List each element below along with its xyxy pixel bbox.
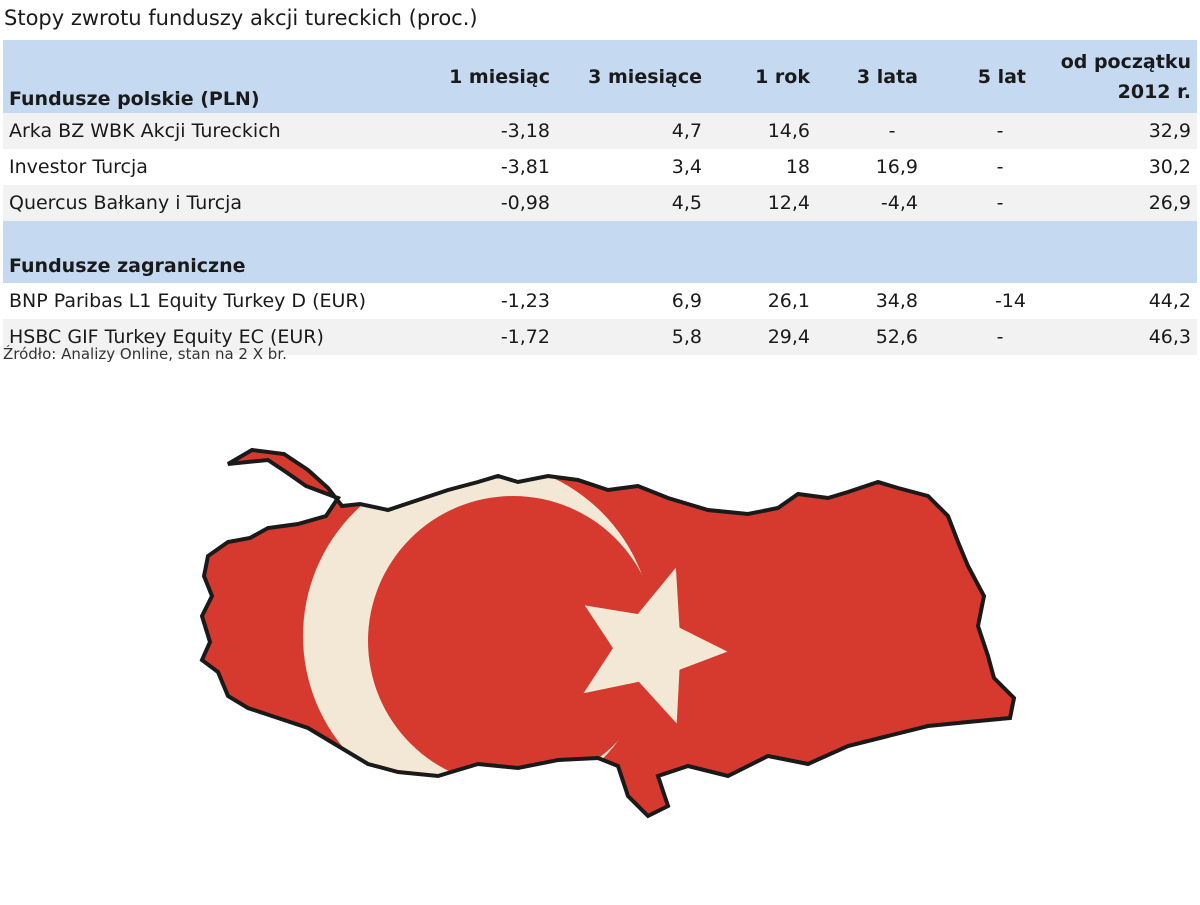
return-value: -14 <box>994 290 1026 312</box>
col-3-years: 3 lata <box>856 65 918 88</box>
return-value: 29,4 <box>767 326 810 348</box>
return-value: 26,1 <box>767 290 810 312</box>
section-polish-header: Fundusze polskie (PLN) <box>9 88 260 110</box>
col-1-month: 1 miesiąc <box>449 65 550 88</box>
section-foreign-row: Fundusze zagraniczne <box>3 221 1197 283</box>
return-value: 4,7 <box>671 120 702 142</box>
return-value: 12,4 <box>767 192 810 214</box>
table-row: HSBC GIF Turkey Equity EC (EUR) -1,72 5,8 2… <box>3 319 1197 355</box>
return-value: 46,3 <box>1148 326 1191 348</box>
return-value: - <box>996 156 1004 178</box>
return-value: -1,72 <box>500 326 550 348</box>
fund-name: Arka BZ WBK Akcji Tureckich <box>9 120 281 142</box>
crescent-cutout <box>368 496 658 786</box>
table-header: Fundusze polskie (PLN) 1 miesiąc 3 miesi… <box>3 40 1197 113</box>
col-ytd-line2: 2012 r. <box>1117 80 1191 103</box>
col-1-year: 1 rok <box>755 65 810 88</box>
return-value: 30,2 <box>1148 156 1191 178</box>
returns-table: Fundusze polskie (PLN) 1 miesiąc 3 miesi… <box>3 40 1197 355</box>
return-value: 18 <box>785 156 810 178</box>
fund-name: Investor Turcja <box>9 156 148 178</box>
return-value: 32,9 <box>1148 120 1191 142</box>
table-title: Stopy zwrotu funduszy akcji tureckich (p… <box>4 6 478 30</box>
source-note: Źródło: Analizy Online, stan na 2 X br. <box>3 345 287 363</box>
return-value: 5,8 <box>671 326 702 348</box>
return-value: - <box>888 120 896 142</box>
col-ytd: od początku 2012 r. <box>1032 40 1197 113</box>
turkey-flag-map <box>188 446 1020 826</box>
turkey-flag-map-icon <box>200 448 1016 818</box>
return-value: 44,2 <box>1148 290 1191 312</box>
star-icon <box>583 567 728 724</box>
table-row: BNP Paribas L1 Equity Turkey D (EUR) -1,2… <box>3 283 1197 319</box>
return-value: - <box>996 192 1004 214</box>
table-row: Quercus Bałkany i Turcja -0,98 4,5 12,4 -4,4… <box>3 185 1197 221</box>
fund-name: Quercus Bałkany i Turcja <box>9 192 243 214</box>
return-value: 16,9 <box>875 156 918 178</box>
return-value: -3,18 <box>500 120 550 142</box>
return-value: 4,5 <box>671 192 702 214</box>
fund-name: BNP Paribas L1 Equity Turkey D (EUR) <box>9 290 367 312</box>
return-value: -4,4 <box>880 192 918 214</box>
section-foreign-header: Fundusze zagraniczne <box>9 255 246 277</box>
return-value: -0,98 <box>500 192 550 214</box>
return-value: - <box>996 326 1004 348</box>
return-value: 3,4 <box>671 156 702 178</box>
return-value: 26,9 <box>1148 192 1191 214</box>
col-ytd-line1: od początku <box>1060 50 1191 73</box>
table-row: Investor Turcja -3,81 3,4 18 16,9 - 30,2 <box>3 149 1197 185</box>
col-3-months: 3 miesiące <box>588 65 702 88</box>
return-value: - <box>996 120 1004 142</box>
fund-name: HSBC GIF Turkey Equity EC (EUR) <box>9 326 324 348</box>
return-value: 34,8 <box>875 290 918 312</box>
return-value: 52,6 <box>875 326 918 348</box>
return-value: 14,6 <box>767 120 810 142</box>
return-value: 6,9 <box>671 290 702 312</box>
return-value: -3,81 <box>500 156 550 178</box>
return-value: -1,23 <box>500 290 550 312</box>
table-row: Arka BZ WBK Akcji Tureckich -3,18 4,7 14,6 -… <box>3 113 1197 149</box>
col-5-years: 5 lat <box>977 65 1026 88</box>
